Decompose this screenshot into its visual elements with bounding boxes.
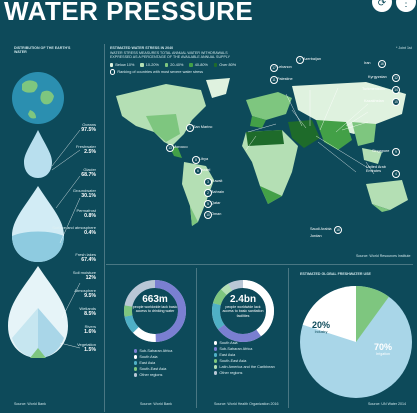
country-label: Kyrgyzstan xyxy=(368,75,387,79)
map-legend-note: Ranking of countries with most severe wa… xyxy=(110,69,203,75)
country-label: Jordan xyxy=(310,234,322,238)
pie-label-irrigation: 70% Irrigation xyxy=(374,342,392,356)
country-label: Saudi Arabia xyxy=(310,227,332,231)
country-label: Singapore xyxy=(372,149,389,153)
dist-value-oceans: 97.5% xyxy=(36,127,96,133)
legend-item: Other regions xyxy=(214,370,275,376)
legend-item: 10-20% xyxy=(140,62,158,68)
map-source: Source: World Resources Institute xyxy=(356,254,410,258)
donut2-value: 2.4bn xyxy=(220,294,266,305)
menu-icon[interactable]: ⋮ xyxy=(396,0,416,12)
map-heading: ESTIMATED WATER STRESS IN 2040 xyxy=(110,46,173,50)
country-label: Oman xyxy=(211,212,221,216)
dist-value-vegetation: 1.5% xyxy=(36,347,96,353)
donut2-caption: people worldwide lack access to basic sa… xyxy=(220,305,266,318)
dist-value-fresh-lakes: 67.4% xyxy=(36,257,96,263)
dist-value-surface: 0.4% xyxy=(36,230,96,236)
map-subheading: WATER STRESS MEASURES TOTAL ANNUAL WATER… xyxy=(110,51,250,60)
country-label: Libya xyxy=(199,157,208,161)
water-use-heading: ESTIMATED GLOBAL FRESHWATER USE xyxy=(300,272,371,276)
map-corner-note: * Joint 1st xyxy=(396,46,412,50)
country-label: Bahrain xyxy=(211,190,224,194)
donut2-legend: South Asia Sub-Saharan Africa East Asia … xyxy=(214,340,275,376)
country-label: Kazakhstan xyxy=(364,99,384,103)
donut2-source: Source: World Health Organization 2016 xyxy=(214,402,278,406)
rank-marker: 16 xyxy=(378,60,386,68)
donut1-value: 663m xyxy=(132,294,178,305)
dist-value-soil: 12% xyxy=(36,275,96,281)
rank-marker: 15 xyxy=(392,98,400,106)
pie-chart-freshwater-use xyxy=(298,284,414,400)
country-label: San Marino xyxy=(193,125,212,129)
country-label: Qatar xyxy=(211,201,221,205)
country-label: Israel xyxy=(201,168,210,172)
country-label: Palestine xyxy=(277,77,293,81)
donut1-legend: Sub-Saharan Africa South Asia East Asia … xyxy=(134,348,172,378)
legend-item: Other regions xyxy=(134,372,172,378)
distribution-heading: DISTRIBUTION OF THE EARTH'S WATER xyxy=(14,46,74,55)
country-label: Morocco xyxy=(173,145,188,149)
legend-item: 20-40% xyxy=(165,62,183,68)
legend-item: 40-80% xyxy=(189,62,207,68)
water-use-source: Source: UN Water 2014 xyxy=(368,402,406,406)
dist-value-permafrost: 0.8% xyxy=(36,213,96,219)
rank-marker: 4 xyxy=(392,170,400,178)
rank-marker: 12 xyxy=(392,74,400,82)
page-title: WATER PRESSURE xyxy=(4,0,253,27)
country-label: Iran xyxy=(364,61,371,65)
donut1-caption: people worldwide lack basic access to dr… xyxy=(132,305,178,314)
legend-item: Over 80% xyxy=(214,62,236,68)
distribution-values: Oceans 97.5% Freshwater 2.5% Glacier 68.7% … xyxy=(40,122,96,392)
dist-value-freshwater: 2.5% xyxy=(36,149,96,155)
country-label: Azerbaijan xyxy=(303,57,321,61)
distribution-source: Source: World Bank xyxy=(14,402,46,406)
pie-label-industry: 20% Industry xyxy=(312,320,330,334)
map-legend: Below 10% 10-20% 20-40% 40-80% Over 80% xyxy=(110,62,236,68)
donut2-center: 2.4bn people worldwide lack access to ba… xyxy=(220,294,266,318)
dist-value-groundwater: 30.1% xyxy=(36,193,96,199)
dist-value-glacier: 68.7% xyxy=(36,172,96,178)
dist-value-atmosphere: 9.5% xyxy=(36,293,96,299)
donut1-source: Source: World Bank xyxy=(140,402,172,406)
donut1-center: 663m people worldwide lack basic access … xyxy=(132,294,178,314)
dist-value-rivers: 1.6% xyxy=(36,329,96,335)
rank-marker: 14 xyxy=(392,86,400,94)
share-icon[interactable]: ⟳ xyxy=(372,0,392,12)
rank-marker: 18 xyxy=(334,226,342,234)
country-label: United Arab Emirates xyxy=(366,165,392,173)
dist-value-wetlands: 8.5% xyxy=(36,311,96,317)
country-label: Kuwait xyxy=(211,179,222,183)
country-label: Lebanon xyxy=(277,65,292,69)
rank-marker: 9 xyxy=(392,148,400,156)
pie-label-domestic: 10% Domestic xyxy=(330,292,348,306)
country-label: Turkmenistan xyxy=(362,87,385,91)
legend-item: Below 10% xyxy=(110,62,134,68)
